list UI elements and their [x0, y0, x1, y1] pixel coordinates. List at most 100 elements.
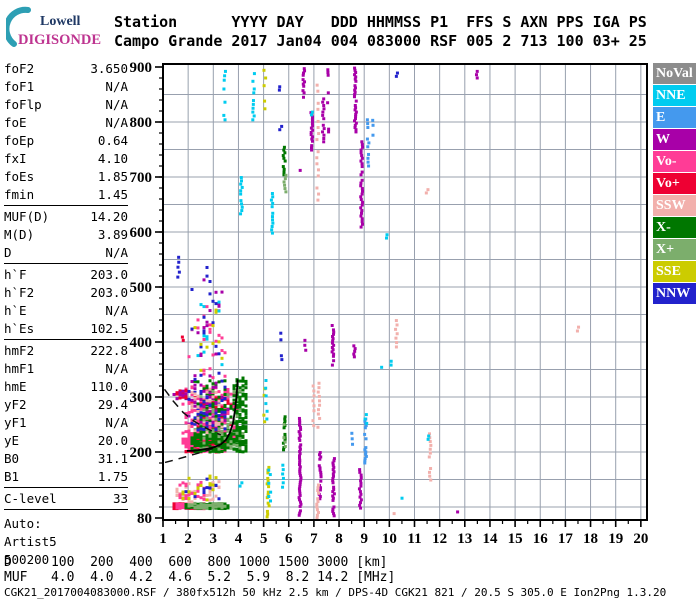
- param-label: foEp: [4, 133, 35, 148]
- header-line-1: Station YYYY DAY DDD HHMMSS P1 FFS S AXN…: [114, 13, 647, 31]
- param-label: fxI: [4, 151, 27, 166]
- param-value: N/A: [105, 79, 128, 94]
- svg-text:14: 14: [482, 531, 498, 547]
- param-value: 4.10: [97, 151, 128, 166]
- param-value: 102.5: [90, 321, 128, 336]
- param-label: foE: [4, 115, 27, 130]
- param-row: h`E N/A: [4, 302, 128, 320]
- svg-text:2: 2: [184, 531, 192, 547]
- param-group: hmF2 222.8 hmF1 N/A hmE 110.0 yF2 29.4 yF1 N/A yE 2…: [4, 342, 128, 488]
- svg-text:15: 15: [508, 531, 523, 547]
- svg-text:10: 10: [382, 531, 397, 547]
- legend-label: NNW: [656, 286, 691, 301]
- svg-text:11: 11: [407, 531, 421, 547]
- legend-item: NoVal: [653, 63, 696, 84]
- param-label: h`Es: [4, 321, 35, 336]
- param-value: N/A: [105, 415, 128, 430]
- legend-label: X+: [656, 242, 675, 257]
- param-label: C-level: [4, 491, 57, 506]
- param-value: N/A: [105, 97, 128, 112]
- param-value: 110.0: [90, 379, 128, 394]
- param-value: 203.0: [90, 267, 128, 282]
- param-value: 3.650: [90, 61, 128, 76]
- param-row: yE 20.0: [4, 432, 128, 450]
- logo-digisonde-text: DIGISONDE: [18, 32, 101, 48]
- svg-text:9: 9: [360, 531, 368, 547]
- param-value: N/A: [105, 303, 128, 318]
- param-value: 20.0: [97, 433, 128, 448]
- svg-text:4: 4: [235, 531, 243, 547]
- footer-d-row: D 100 200 400 600 800 1000 1500 3000 [km…: [4, 555, 388, 570]
- param-group: MUF(D) 14.20 M(D) 3.89 D N/A: [4, 208, 128, 264]
- param-groups: foF2 3.650 foF1 N/A foFlp N/A foE N/A foEp 0.64 fx…: [4, 60, 128, 510]
- param-row: foEp 0.64: [4, 132, 128, 150]
- svg-text:13: 13: [457, 531, 472, 547]
- param-value: N/A: [105, 361, 128, 376]
- param-value: 1.85: [97, 169, 128, 184]
- param-row: C-level 33: [4, 490, 128, 508]
- param-label: MUF(D): [4, 209, 50, 224]
- param-value: 203.0: [90, 285, 128, 300]
- param-row: hmF2 222.8: [4, 342, 128, 360]
- param-row: D N/A: [4, 244, 128, 262]
- param-label: foF1: [4, 79, 35, 94]
- param-row: foFlp N/A: [4, 96, 128, 114]
- legend-label: SSW: [656, 198, 686, 213]
- param-value: 3.89: [97, 227, 128, 242]
- svg-text:8: 8: [335, 531, 343, 547]
- param-value: 1.45: [97, 187, 128, 202]
- legend-label: Vo+: [656, 176, 680, 191]
- svg-text:20: 20: [633, 531, 648, 547]
- svg-text:18: 18: [583, 531, 598, 547]
- svg-text:300: 300: [130, 390, 153, 406]
- legend-item: Vo+: [653, 173, 696, 194]
- svg-text:12: 12: [432, 531, 447, 547]
- param-value: N/A: [105, 245, 128, 260]
- param-label: hmE: [4, 379, 27, 394]
- param-group: foF2 3.650 foF1 N/A foFlp N/A foE N/A foEp 0.64 fx…: [4, 60, 128, 206]
- lowell-digisonde-logo: Lowell DIGISONDE: [6, 6, 101, 48]
- logo-lowell-text: Lowell: [40, 14, 81, 29]
- svg-text:200: 200: [130, 445, 153, 461]
- legend-item: E: [653, 107, 696, 128]
- autoscaling-line: Artist5: [4, 534, 57, 549]
- logo-arc-icon: [6, 6, 31, 47]
- param-label: yF1: [4, 415, 27, 430]
- svg-text:700: 700: [130, 170, 153, 186]
- param-label: M(D): [4, 227, 35, 242]
- param-label: foEs: [4, 169, 35, 184]
- doppler-direction-legend: NoVal NNE E W Vo- Vo+ SSW X- X+ SSE NNW: [653, 63, 696, 305]
- param-row: hmF1 N/A: [4, 360, 128, 378]
- svg-text:17: 17: [558, 531, 574, 547]
- param-value: 0.64: [97, 133, 128, 148]
- legend-label: NoVal: [656, 66, 693, 81]
- param-row: fxI 4.10: [4, 150, 128, 168]
- param-group: C-level 33: [4, 490, 128, 510]
- footer-muf-row: MUF 4.0 4.0 4.2 4.6 5.2 5.9 8.2 14.2 [MH…: [4, 570, 396, 585]
- header-block: Station YYYY DAY DDD HHMMSS P1 FFS S AXN…: [114, 13, 647, 51]
- svg-text:900: 900: [130, 60, 153, 76]
- param-row: B0 31.1: [4, 450, 128, 468]
- legend-label: Vo-: [656, 154, 677, 169]
- legend-item: SSW: [653, 195, 696, 216]
- legend-item: W: [653, 129, 696, 150]
- param-row: foF2 3.650: [4, 60, 128, 78]
- param-row: foEs 1.85: [4, 168, 128, 186]
- param-row: foE N/A: [4, 114, 128, 132]
- param-label: hmF1: [4, 361, 35, 376]
- footer-status: CGK21_2017004083000.RSF / 380fx512h 50 k…: [4, 586, 667, 599]
- param-label: foFlp: [4, 97, 42, 112]
- param-label: hmF2: [4, 343, 35, 358]
- svg-text:1: 1: [159, 531, 167, 547]
- param-row: h`Es 102.5: [4, 320, 128, 338]
- legend-item: X-: [653, 217, 696, 238]
- param-value: 1.75: [97, 469, 128, 484]
- svg-text:80: 80: [137, 511, 152, 527]
- param-group: h`F 203.0 h`F2 203.0 h`E N/A h`Es 102.5: [4, 266, 128, 340]
- param-row: yF1 N/A: [4, 414, 128, 432]
- autoscaling-info: Auto: Artist5 500200: [4, 515, 128, 569]
- svg-text:400: 400: [130, 335, 153, 351]
- param-label: h`F: [4, 267, 27, 282]
- param-value: 31.1: [97, 451, 128, 466]
